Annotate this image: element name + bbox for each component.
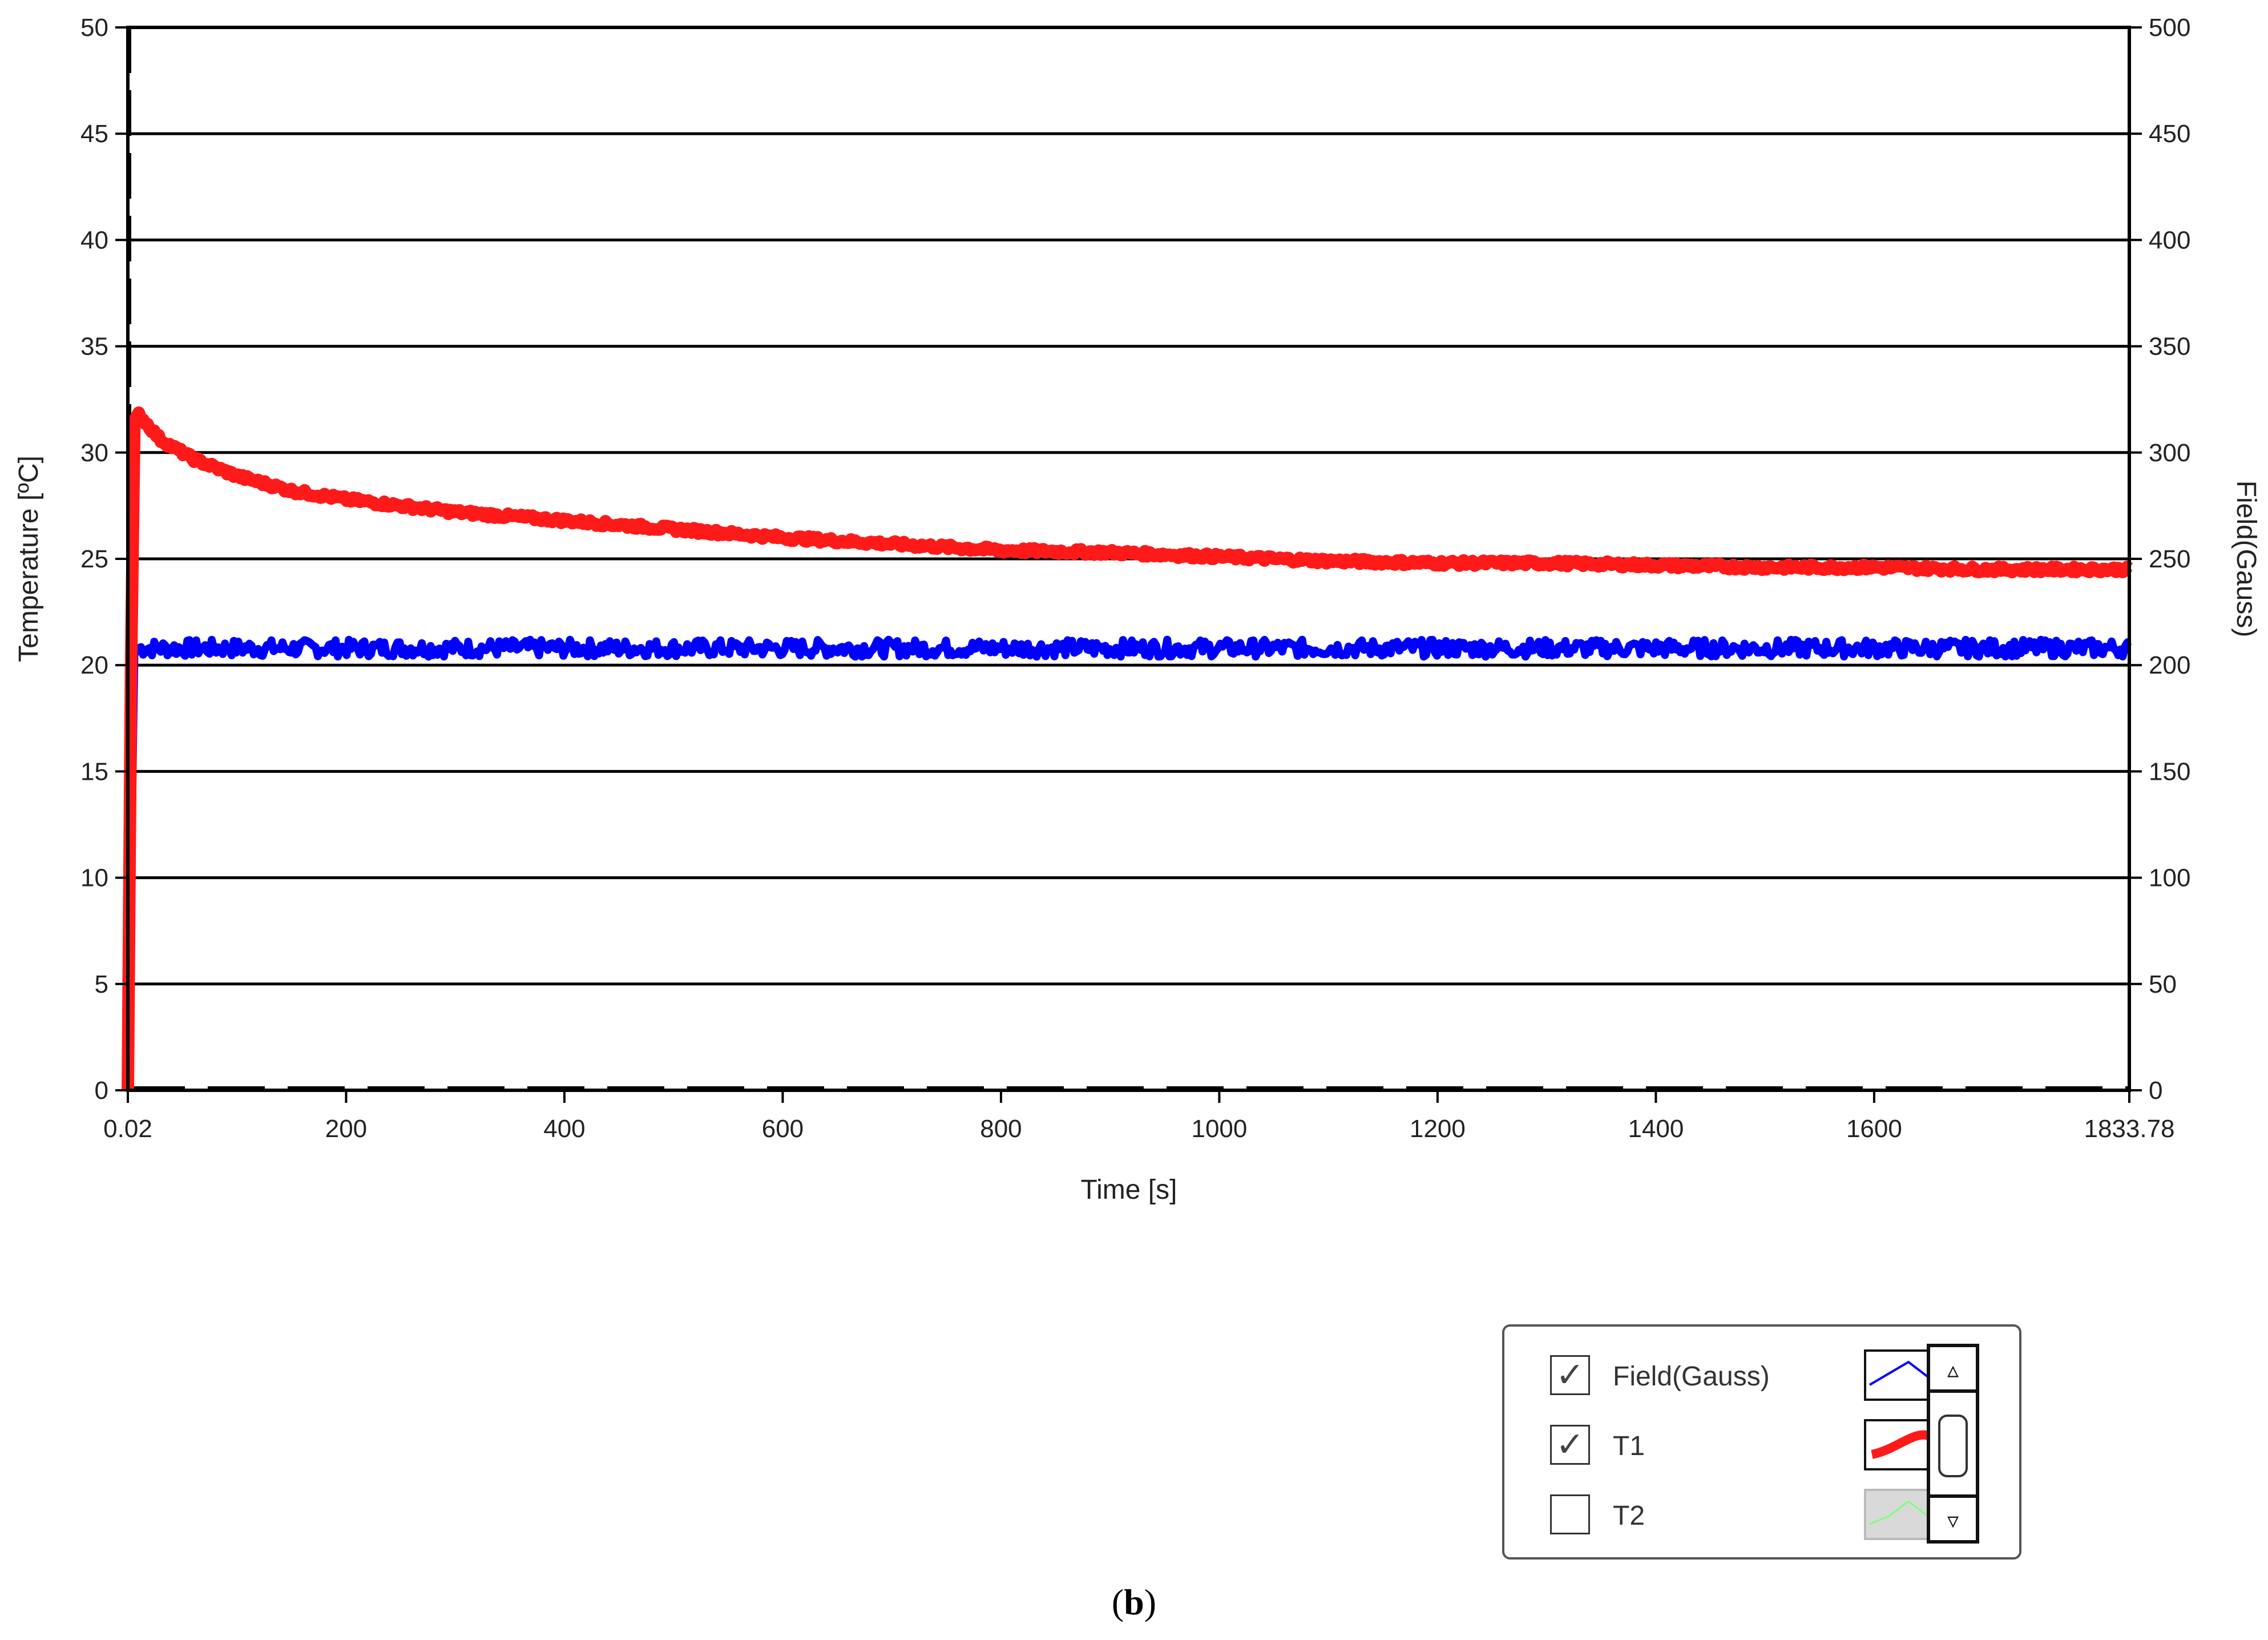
legend-checkbox-t2[interactable]	[1550, 1494, 1590, 1534]
x-tick-label: 400	[543, 1115, 585, 1143]
legend-checkbox-field[interactable]: ✓	[1550, 1355, 1590, 1395]
y-left-tick-label: 20	[80, 651, 108, 679]
series-line-field-gauss	[124, 635, 2132, 1091]
y-left-tick-label: 10	[80, 864, 108, 892]
y-right-tick-label: 300	[2149, 439, 2190, 467]
legend-item-t1[interactable]: ✓ T1	[1550, 1419, 1961, 1470]
y-left-tick-label: 5	[95, 970, 108, 998]
x-tick-label: 800	[980, 1115, 1022, 1143]
legend-label-t2: T2	[1613, 1501, 1645, 1531]
y-right-tick-label: 150	[2149, 757, 2190, 785]
y-right-tick-label: 350	[2149, 333, 2190, 361]
y-left-tick-label: 15	[80, 757, 108, 785]
y-left-tick-label: 50	[80, 14, 108, 42]
y-right-tick-label: 500	[2149, 14, 2190, 42]
y-right-tick-label: 100	[2149, 864, 2190, 892]
x-tick-label: 600	[762, 1115, 804, 1143]
y-left-tick-label: 45	[80, 120, 108, 148]
scroll-down-arrow-icon[interactable]: ▿	[1930, 1494, 1976, 1540]
legend-item-field[interactable]: ✓ Field(Gauss)	[1550, 1349, 1961, 1401]
x-tick-label: 1400	[1628, 1115, 1684, 1143]
figure-caption: (b)	[1112, 1582, 1156, 1622]
caption-close: )	[1144, 1582, 1156, 1622]
x-tick-label: 1200	[1410, 1115, 1466, 1143]
y-right-tick-label: 200	[2149, 651, 2190, 679]
legend-label-t1: T1	[1613, 1431, 1645, 1461]
x-axis-title: Time [s]	[1081, 1175, 1177, 1205]
y-right-tick-label: 0	[2149, 1077, 2162, 1105]
scroll-up-arrow-icon[interactable]: ▵	[1930, 1347, 1976, 1393]
caption-open: (	[1112, 1582, 1124, 1622]
x-tick-label: 200	[325, 1115, 367, 1143]
plot-legend: ✓ Field(Gauss) ✓ T1 T2 ▵ ▿	[1502, 1324, 2021, 1560]
y-left-tick-label: 40	[80, 226, 108, 254]
legend-scrollbar[interactable]: ▵ ▿	[1927, 1344, 1979, 1544]
caption-letter: b	[1124, 1582, 1144, 1622]
y-left-tick-label: 0	[95, 1077, 108, 1105]
x-tick-label: 0.02	[103, 1115, 152, 1143]
x-tick-label: 1833.78	[2084, 1115, 2174, 1143]
y-left-tick-label: 30	[80, 439, 108, 467]
legend-item-t2[interactable]: T2	[1550, 1489, 1961, 1540]
y-axis-right-title: Field(Gauss)	[2231, 481, 2261, 638]
y-right-tick-label: 450	[2149, 120, 2190, 148]
y-left-tick-label: 35	[80, 333, 108, 361]
y-right-tick-label: 50	[2149, 970, 2177, 998]
x-tick-label: 1600	[1846, 1115, 1902, 1143]
axis-layer: 0510152025303540455005010015020025030035…	[80, 14, 2190, 1143]
series-line-t1	[122, 406, 2134, 1091]
y-axis-left-title: Temperature [ºC]	[14, 456, 44, 662]
scroll-thumb[interactable]	[1938, 1415, 1968, 1477]
legend-label-field: Field(Gauss)	[1613, 1361, 1770, 1392]
legend-checkbox-t1[interactable]: ✓	[1550, 1425, 1590, 1465]
y-right-tick-label: 400	[2149, 226, 2190, 254]
y-left-tick-label: 25	[80, 545, 108, 573]
x-tick-label: 1000	[1191, 1115, 1247, 1143]
y-right-tick-label: 250	[2149, 545, 2190, 573]
